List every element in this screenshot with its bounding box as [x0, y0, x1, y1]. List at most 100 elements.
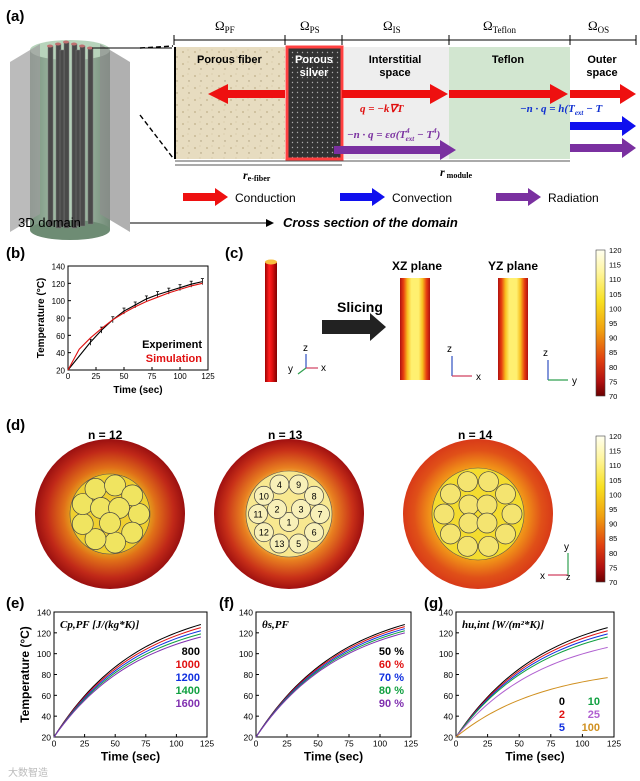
fiber-circle: [478, 471, 499, 493]
yz-slice: [498, 278, 528, 380]
x-tick-label: 75: [148, 372, 157, 381]
radiation-arrows: [334, 138, 636, 160]
r-efiber-label: re-fiber: [243, 168, 271, 183]
fiber-number: 9: [296, 480, 301, 490]
cylinder-3d: [10, 40, 130, 240]
zoom-dash-top: [139, 45, 174, 49]
colorbar-tick-label: 85: [609, 348, 617, 357]
y-tick-label: 80: [444, 670, 454, 680]
fiber-circle: [433, 503, 455, 525]
series-line: [455, 630, 608, 738]
legend-entry: 1400: [176, 685, 200, 697]
y-tick-label: 120: [37, 628, 51, 638]
legend-conduction: Conduction: [235, 191, 296, 205]
y-tick-label: 120: [52, 280, 66, 289]
fiber-circle: [84, 478, 107, 500]
fiber-circle: [476, 494, 498, 516]
x-tick-label: 25: [483, 739, 493, 749]
legend-entry: 50 %: [379, 646, 404, 658]
y-tick-label: 20: [444, 733, 454, 743]
fiber-circle: [254, 485, 274, 506]
y-tick-label: 20: [244, 733, 254, 743]
fiber-circle: [304, 485, 324, 506]
fiber-circle: [457, 471, 478, 493]
fibers-n13: 12 3 4 9 876 5 13 12 11 10: [248, 474, 330, 554]
fiber-circle: [458, 494, 480, 516]
y-tick-label: 60: [244, 691, 254, 701]
panel-a-label: (a): [6, 8, 24, 25]
colorbar-tick-label: 95: [609, 505, 617, 514]
series-line: [53, 624, 202, 738]
fiber-circle: [269, 533, 290, 554]
legend-convection-arrow: [340, 188, 385, 206]
colorbar-tick-label: 90: [609, 334, 617, 343]
y-tick-label: 100: [439, 649, 453, 659]
y-tick-label: 100: [239, 649, 253, 659]
y-tick-label: 100: [37, 649, 51, 659]
y-tick-label: 120: [439, 628, 453, 638]
x-tick-label: 125: [404, 739, 418, 749]
legend-entry: 70 %: [379, 672, 404, 684]
panel-e-label: (e): [6, 595, 24, 612]
series-line: [53, 636, 202, 738]
fiber-circle: [248, 504, 268, 524]
legend-entry: 0: [559, 696, 565, 708]
y-tick-label: 40: [444, 712, 454, 722]
svg-text:x: x: [321, 363, 326, 374]
fiber-circle: [71, 513, 94, 535]
x-tick-label: 125: [607, 739, 621, 749]
fiber-circle: [495, 523, 516, 545]
colorbar-tick-label: 105: [609, 476, 622, 485]
domain-is: ΩIS: [383, 18, 401, 35]
fiber-circle: [291, 499, 311, 519]
svg-text:y: y: [572, 376, 577, 387]
conduction-arrows: [208, 84, 636, 104]
legend-entry: 1200: [176, 672, 200, 684]
y-tick-label: 20: [56, 367, 65, 376]
chart-b: 20 40 60 80 100 120 140 0 25 50 75 100 125 Time (sec)…: [36, 263, 215, 397]
x-tick-label: 75: [546, 739, 556, 749]
series-line-experiment: [67, 281, 203, 371]
region-porous-fiber: [175, 47, 285, 159]
x-tick-label: 75: [344, 739, 354, 749]
fiber-circle: [104, 531, 126, 554]
fiber-circle: [310, 504, 330, 524]
chart-f: 20 40 60 80 100 120 140 0 25 50 75 100 125 Time (sec)…: [239, 608, 419, 764]
legend-entry: 80 %: [379, 685, 404, 697]
colorbar-tick-label: 115: [609, 261, 621, 270]
y-tick-label: 120: [239, 628, 253, 638]
x-axis-label: Time (sec): [304, 750, 363, 764]
y-tick-label: 80: [244, 670, 254, 680]
x-tick-label: 25: [282, 739, 292, 749]
fiber-number: 5: [296, 539, 301, 549]
x-tick-label: 50: [120, 372, 129, 381]
legend-entry: 2: [559, 709, 565, 721]
colorbar-tick-label: 105: [609, 290, 622, 299]
legend-conduction-arrow: [183, 188, 228, 206]
series-line: [455, 633, 608, 738]
colorbar-c-ticks: 120 115 110 105 100 95 90 85 80 75 70: [609, 246, 622, 401]
fiber-number: 13: [274, 539, 284, 549]
legend-experiment: Experiment: [142, 339, 202, 351]
y-tick-label: 140: [439, 608, 453, 618]
svg-text:x: x: [476, 372, 481, 383]
series-line: [455, 636, 608, 738]
fiber-number: 6: [312, 528, 317, 538]
x-axis-label: Time (sec): [113, 385, 162, 396]
fiber-number: 3: [298, 505, 303, 515]
rod-3d: [265, 259, 277, 382]
series-line: [455, 677, 608, 738]
fiber-circle: [279, 512, 299, 532]
r-module-label: r module: [440, 165, 472, 180]
fiber-circle: [304, 522, 324, 543]
axes-3d-c: z x y: [288, 343, 326, 375]
fiber-circle: [104, 474, 126, 497]
svg-text:x: x: [540, 571, 545, 582]
y-tick-label: 40: [244, 712, 254, 722]
x-tick-label: 25: [80, 739, 90, 749]
series-line: [53, 627, 202, 738]
y-tick-label: 60: [444, 691, 454, 701]
domain-os: ΩOS: [588, 18, 609, 35]
colorbar-tick-label: 85: [609, 534, 617, 543]
